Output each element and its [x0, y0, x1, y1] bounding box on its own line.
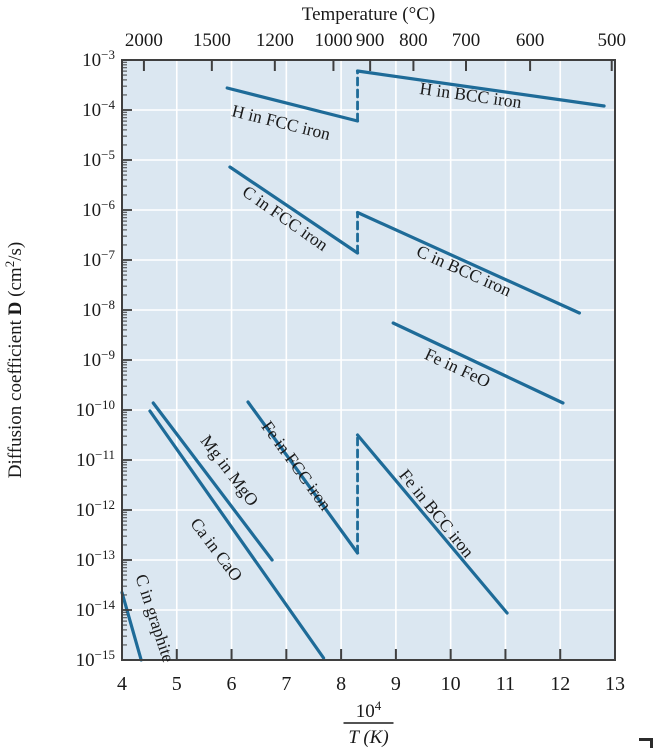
- x-tick-label: 10: [441, 673, 461, 695]
- series-line-c-in-bcc-iron: [355, 210, 581, 315]
- series-line-h-in-fcc-iron: [225, 86, 360, 123]
- y-tick-label: 10−11: [76, 447, 115, 471]
- x-tick-label: 11: [496, 673, 515, 695]
- y-tick-label: 10−8: [82, 297, 115, 321]
- top-tick-label: 700: [452, 30, 481, 51]
- y-tick-label: 10−5: [82, 147, 115, 171]
- y-axis-title: Diffusion coefficient D (cm2/s): [2, 242, 26, 478]
- y-tick-label: 10−10: [76, 397, 115, 421]
- series-line-mg-in-mgo: [151, 401, 274, 562]
- x-tick-label: 6: [227, 673, 237, 695]
- top-tick-label: 1500: [193, 30, 231, 51]
- y-tick-label: 10−4: [82, 97, 115, 121]
- x-tick-label: 9: [391, 673, 401, 695]
- y-tick-label: 10−7: [82, 247, 115, 271]
- top-tick-label: 900: [356, 30, 385, 51]
- y-tick-label: 10−13: [76, 547, 115, 571]
- series-line-fe-in-fcc-iron: [246, 400, 360, 555]
- x-axis-title-numerator: 104: [356, 698, 382, 722]
- top-tick-label: 2000: [125, 30, 163, 51]
- series-line-ca-in-cao: [148, 409, 326, 660]
- y-tick-label: 10−9: [82, 347, 115, 371]
- series-line-h-in-bcc-iron: [355, 69, 606, 108]
- series-line-c-in-graphite: [120, 590, 143, 662]
- y-tick-label: 10−3: [82, 47, 115, 71]
- x-tick-label: 8: [336, 673, 346, 695]
- series-line-fe-in-bcc-iron: [355, 433, 509, 615]
- series-line-fe-in-feo: [391, 321, 565, 405]
- y-tick-label: 10−12: [76, 497, 115, 521]
- y-tick-label: 10−6: [82, 197, 115, 221]
- top-tick-label: 1200: [256, 30, 294, 51]
- x-axis-title-denominator: T (K): [348, 727, 388, 748]
- top-tick-label: 800: [399, 30, 428, 51]
- x-tick-label: 4: [117, 673, 127, 695]
- x-tick-label: 12: [550, 673, 570, 695]
- x-tick-label: 5: [172, 673, 182, 695]
- y-tick-label: 10−14: [76, 597, 116, 621]
- x-tick-label: 7: [281, 673, 291, 695]
- series-line-c-in-fcc-iron: [228, 165, 360, 255]
- top-axis-title: Temperature (°C): [302, 4, 435, 25]
- top-tick-label: 1000: [314, 30, 352, 51]
- scan-artifact: [639, 738, 653, 748]
- y-tick-label: 10−15: [76, 647, 115, 671]
- x-tick-label: 13: [605, 673, 625, 695]
- top-tick-label: 500: [597, 30, 626, 51]
- top-tick-label: 600: [516, 30, 545, 51]
